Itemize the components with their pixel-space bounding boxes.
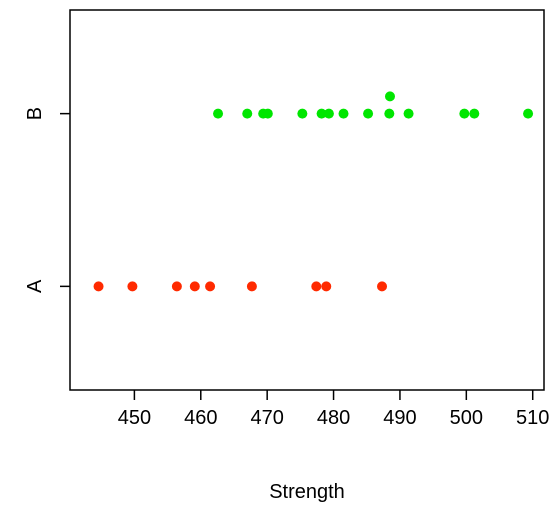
point-B-9	[363, 108, 374, 119]
point-B-1	[213, 108, 224, 119]
x-tick-label-510: 510	[516, 407, 549, 429]
data-points	[93, 91, 534, 292]
y-axis: AB	[24, 107, 70, 293]
point-A-6	[246, 281, 257, 292]
point-B-2	[242, 108, 253, 119]
x-tick-label-500: 500	[450, 407, 483, 429]
point-B-15	[523, 108, 534, 119]
point-A-4	[189, 281, 200, 292]
point-B-7	[323, 108, 334, 119]
x-axis: 450 460 470 480 490 500 510	[118, 390, 549, 429]
x-tick-label-480: 480	[317, 407, 350, 429]
point-A-9	[377, 281, 388, 292]
y-tick-label-A: A	[24, 279, 46, 293]
point-B-5	[297, 108, 308, 119]
point-B-8	[338, 108, 349, 119]
x-tick-label-470: 470	[250, 407, 283, 429]
point-B-4	[262, 108, 273, 119]
point-A-2	[127, 281, 138, 292]
x-tick-label-490: 490	[383, 407, 416, 429]
point-A-3	[171, 281, 182, 292]
point-B-14	[469, 108, 480, 119]
point-A-1	[93, 281, 104, 292]
point-A-8	[321, 281, 332, 292]
x-tick-label-460: 460	[184, 407, 217, 429]
x-tick-label-450: 450	[118, 407, 151, 429]
point-B-10	[384, 108, 395, 119]
plot-frame	[69, 9, 545, 391]
point-B-12	[403, 108, 414, 119]
point-A-7	[311, 281, 322, 292]
point-B-11	[384, 91, 395, 102]
point-A-5	[205, 281, 216, 292]
point-B-13	[459, 108, 470, 119]
y-tick-label-B: B	[24, 107, 46, 120]
x-axis-title: Strength	[269, 481, 345, 503]
point-B-6	[316, 108, 327, 119]
